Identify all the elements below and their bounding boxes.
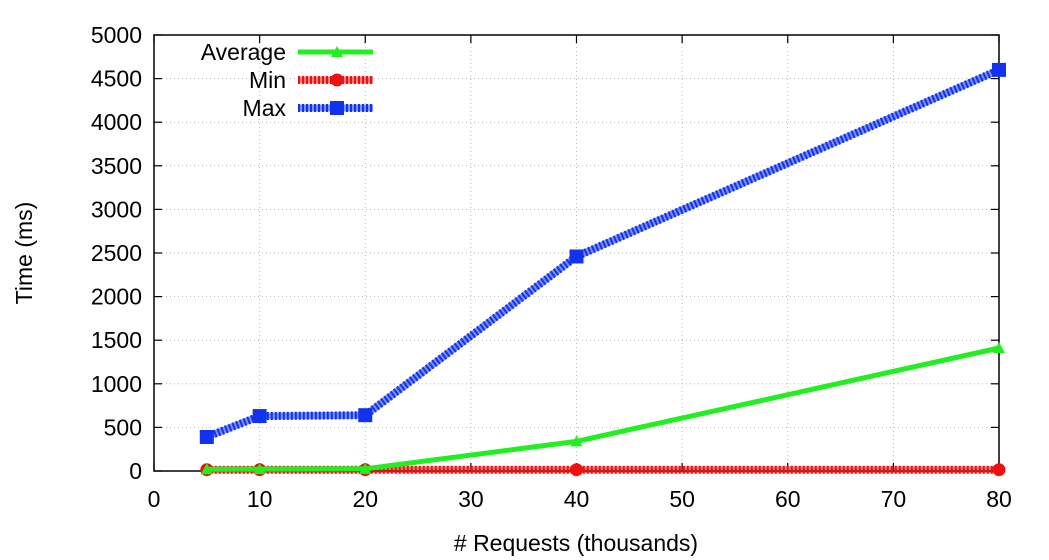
data-point-average (200, 463, 213, 475)
y-tick-label: 500 (104, 414, 142, 440)
legend-marker-max (330, 101, 344, 115)
y-tick-label: 3000 (91, 196, 142, 222)
axis-ticks: 0500100015002000250030003500400045005000… (91, 22, 1012, 512)
data-point-max (252, 409, 267, 424)
y-tick-label: 5000 (91, 22, 142, 48)
x-tick-label: 0 (148, 486, 161, 512)
y-tick-label: 2500 (91, 240, 142, 266)
x-tick-label: 40 (564, 486, 590, 512)
x-axis-title: # Requests (thousands) (454, 530, 698, 556)
data-point-min (570, 463, 583, 477)
data-point-max (569, 249, 584, 264)
y-tick-label: 4500 (91, 66, 142, 92)
data-point-average (359, 462, 372, 474)
legend-label-max: Max (243, 95, 287, 121)
data-point-average (993, 342, 1005, 354)
data-point-min (992, 463, 1006, 477)
x-tick-label: 10 (247, 486, 273, 512)
legend-marker-average (331, 46, 343, 57)
x-tick-label: 30 (458, 486, 484, 512)
data-point-average (570, 435, 583, 447)
legend-label-average: Average (201, 39, 286, 65)
legend-label-min: Min (249, 67, 286, 93)
y-tick-label: 1500 (91, 327, 142, 353)
y-tick-label: 4000 (91, 109, 142, 135)
series-max (199, 62, 1006, 444)
data-point-max (358, 408, 373, 423)
legend-item-average: Average (201, 39, 373, 65)
y-tick-label: 0 (129, 458, 142, 484)
series-average (200, 342, 1005, 475)
x-tick-label: 20 (352, 486, 378, 512)
x-tick-label: 70 (881, 486, 907, 512)
y-tick-label: 1000 (91, 371, 142, 397)
legend-item-min: Min (249, 67, 373, 93)
x-tick-label: 50 (669, 486, 695, 512)
series-line-average (206, 345, 1000, 472)
y-tick-label: 3500 (91, 153, 142, 179)
x-tick-label: 60 (775, 486, 801, 512)
grid (154, 35, 999, 471)
y-tick-label: 2000 (91, 284, 142, 310)
data-point-max (199, 429, 214, 444)
data-point-average (253, 463, 266, 475)
series (199, 62, 1006, 477)
legend-marker-min (330, 73, 344, 87)
legend-item-max: Max (243, 95, 373, 121)
y-axis-title: Time (ms) (11, 202, 37, 305)
x-tick-label: 80 (986, 486, 1012, 512)
data-point-max (992, 62, 1006, 77)
series-line-max (205, 66, 1001, 441)
